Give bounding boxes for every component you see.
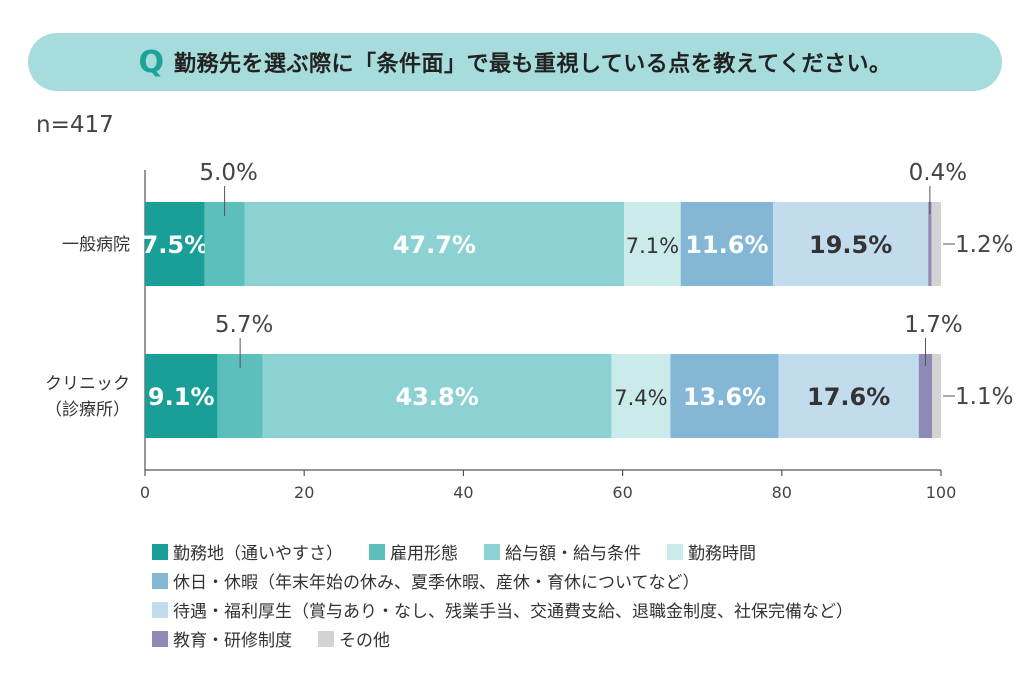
- data-label: 5.7%: [215, 312, 273, 338]
- category-label: クリニック: [45, 374, 130, 394]
- data-label: 43.8%: [395, 383, 478, 411]
- legend-label: 教育・研修制度: [173, 631, 292, 651]
- bar-segment: [680, 202, 774, 286]
- legend-label: 雇用形態: [390, 544, 458, 564]
- legend-label: 休日・休暇（年末年始の休み、夏季休暇、産休・育休についてなど）: [173, 573, 700, 593]
- category-label: （診療所）: [45, 400, 130, 420]
- bar-segment: [611, 354, 671, 438]
- bar-segment: [928, 202, 932, 286]
- data-label: 7.1%: [626, 234, 679, 258]
- legend-swatch: [318, 630, 334, 647]
- bar-segment: [932, 354, 941, 438]
- data-label: 9.1%: [148, 383, 215, 411]
- data-label: 1.7%: [904, 312, 962, 338]
- legend-item: 休日・休暇（年末年始の休み、夏季休暇、産休・育休についてなど）: [152, 568, 700, 593]
- legend-row: 待遇・福利厚生（賞与あり・なし、残業手当、交通費支給、退職金制度、社保完備など）: [152, 595, 1012, 624]
- data-label: 1.1%: [955, 384, 1013, 410]
- data-label: 7.4%: [614, 386, 667, 410]
- legend-item: 雇用形態: [369, 539, 458, 564]
- x-tick-label: 80: [772, 483, 792, 502]
- legend-label: 勤務時間: [688, 544, 756, 564]
- legend-item: 給与額・給与条件: [484, 539, 641, 564]
- legend-row: 休日・休暇（年末年始の休み、夏季休暇、産休・育休についてなど）: [152, 566, 1012, 595]
- data-label: 0.4%: [909, 160, 967, 186]
- legend-item: 勤務時間: [667, 539, 756, 564]
- data-label: 13.6%: [683, 383, 766, 411]
- legend-swatch: [152, 543, 168, 560]
- question-banner: Q 勤務先を選ぶ際に「条件面」で最も重視している点を教えてください。: [28, 33, 1002, 91]
- data-label: 17.6%: [807, 383, 890, 411]
- data-label: 47.7%: [393, 231, 476, 259]
- legend-swatch: [484, 543, 500, 560]
- legend-row: 教育・研修制度 その他: [152, 624, 1012, 653]
- bar-segment: [931, 202, 941, 286]
- x-tick-label: 100: [926, 483, 957, 502]
- legend-row: 勤務地（通いやすさ） 雇用形態 給与額・給与条件 勤務時間: [152, 537, 1012, 566]
- question-marker: Q: [138, 44, 164, 80]
- legend-swatch: [667, 543, 683, 560]
- legend-item: その他: [318, 626, 390, 651]
- bar-segment: [778, 354, 919, 438]
- legend-swatch: [152, 601, 168, 618]
- data-label: 19.5%: [809, 231, 892, 259]
- bar-segment: [624, 202, 681, 286]
- category-label: 一般病院: [62, 235, 130, 255]
- bar-segment: [670, 354, 779, 438]
- legend-label: 給与額・給与条件: [505, 544, 641, 564]
- legend: 勤務地（通いやすさ） 雇用形態 給与額・給与条件 勤務時間 休日・休暇（年末年始…: [152, 537, 1012, 653]
- data-label: 7.5%: [142, 231, 209, 259]
- data-label: 5.0%: [199, 160, 257, 186]
- legend-label: 勤務地（通いやすさ）: [173, 544, 343, 564]
- bar-segment: [145, 354, 218, 438]
- legend-swatch: [152, 630, 168, 647]
- question-text: 勤務先を選ぶ際に「条件面」で最も重視している点を教えてください。: [173, 52, 892, 77]
- legend-swatch: [152, 572, 168, 589]
- sample-size: n=417: [36, 112, 114, 138]
- legend-swatch: [369, 543, 385, 560]
- bar-segment: [145, 202, 205, 286]
- bar-segment: [918, 354, 933, 438]
- data-label: 11.6%: [685, 231, 768, 259]
- legend-label: その他: [339, 631, 390, 651]
- data-label: 1.2%: [955, 232, 1013, 258]
- x-tick-label: 60: [612, 483, 632, 502]
- legend-item: 待遇・福利厚生（賞与あり・なし、残業手当、交通費支給、退職金制度、社保完備など）: [152, 597, 853, 622]
- x-tick-label: 0: [140, 483, 150, 502]
- bar-segment: [244, 202, 625, 286]
- legend-label: 待遇・福利厚生（賞与あり・なし、残業手当、交通費支給、退職金制度、社保完備など）: [173, 602, 853, 622]
- x-tick-label: 20: [294, 483, 314, 502]
- legend-item: 教育・研修制度: [152, 626, 292, 651]
- bar-segment: [773, 202, 929, 286]
- bar-segment: [262, 354, 612, 438]
- x-tick-label: 40: [453, 483, 473, 502]
- legend-item: 勤務地（通いやすさ）: [152, 539, 343, 564]
